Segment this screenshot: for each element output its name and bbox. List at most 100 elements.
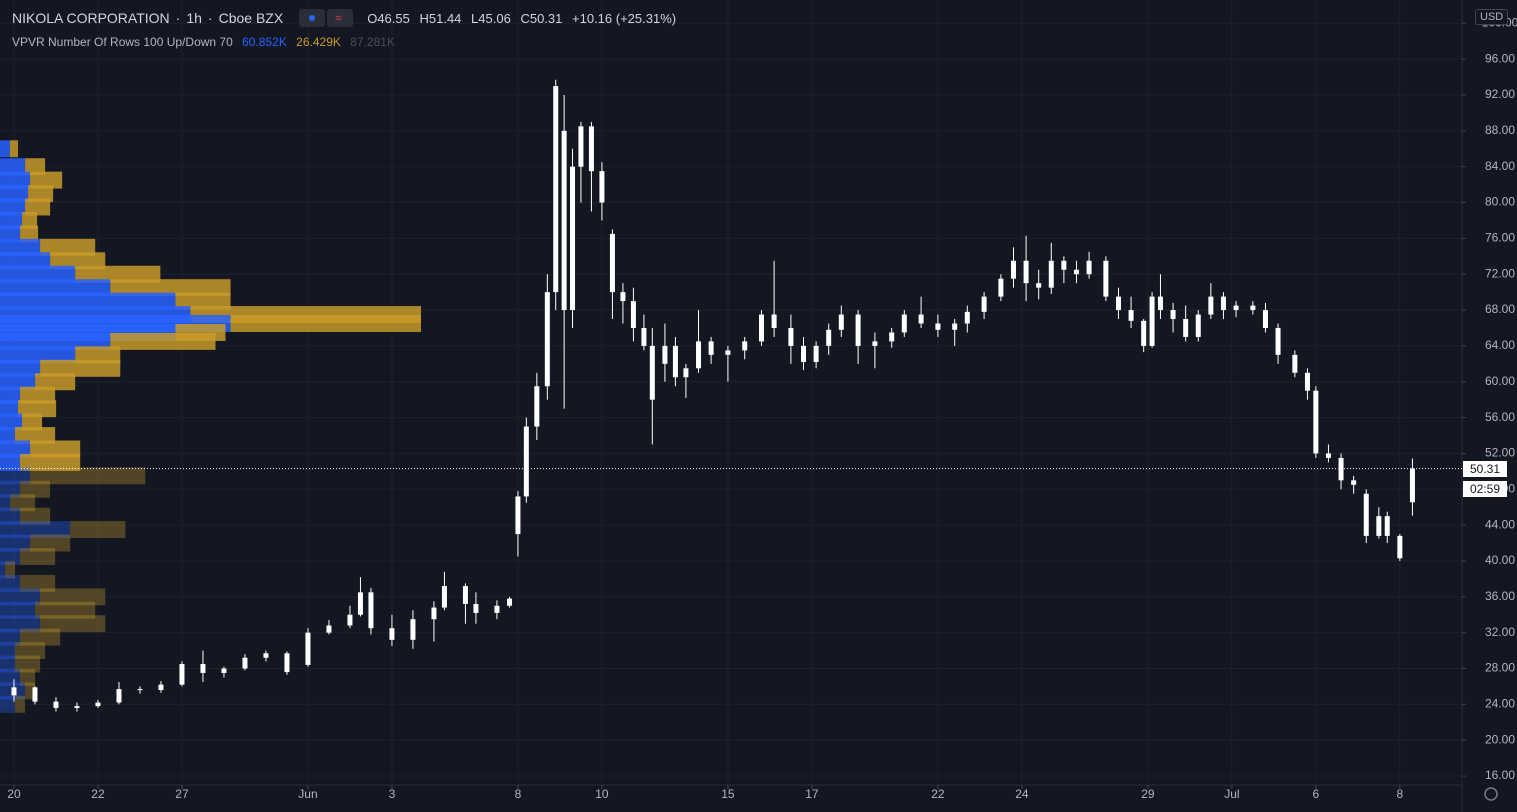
candle-body xyxy=(284,653,290,673)
vp-up-bar xyxy=(0,440,31,458)
candle-body xyxy=(1397,535,1403,559)
vp-down-bar xyxy=(22,413,43,431)
candle-body xyxy=(1141,320,1147,346)
candle-body xyxy=(1363,493,1369,536)
vp-up-bar xyxy=(0,669,21,686)
vp-up-bar xyxy=(0,413,23,431)
candle-body xyxy=(1338,457,1344,481)
candle-body xyxy=(553,86,559,293)
candle-body xyxy=(1149,296,1155,346)
last-price-label: 50.31 xyxy=(1463,461,1507,477)
vp-up-bar xyxy=(0,292,176,310)
vp-down-bar xyxy=(25,198,51,216)
vp-up-bar xyxy=(0,140,11,158)
header: NIKOLA CORPORATION · 1h · Cboe BZX ≈ O46… xyxy=(12,9,682,27)
vp-down-bar xyxy=(25,682,36,700)
x-tick-label: 22 xyxy=(91,787,105,801)
candle-body xyxy=(305,632,311,665)
data-status: ≈ xyxy=(327,9,354,27)
vp-down-bar xyxy=(30,171,63,189)
vp-down-bar xyxy=(30,440,81,458)
vp-down-bar xyxy=(175,292,231,310)
y-tick-label: 72.00 xyxy=(1485,266,1515,280)
vp-up-bar xyxy=(0,507,21,525)
vp-down-bar xyxy=(75,346,121,364)
countdown: 02:59 xyxy=(1463,481,1507,497)
y-tick-label: 64.00 xyxy=(1485,338,1515,352)
ohlc-legend: O46.55 H51.44 L45.06 C50.31 +10.16 (+25.… xyxy=(367,11,682,26)
vp-up-bar xyxy=(0,198,26,216)
vp-down-bar xyxy=(20,386,56,404)
vp-up-bar xyxy=(0,601,36,619)
vp-down-bar xyxy=(20,548,56,565)
candle-body xyxy=(1384,516,1390,536)
vp-down-bar xyxy=(15,655,41,673)
candle-body xyxy=(570,166,576,311)
y-tick-label: 28.00 xyxy=(1485,661,1515,675)
vp-up-bar xyxy=(0,400,19,418)
candle-body xyxy=(1073,269,1079,275)
candle-body xyxy=(725,350,731,355)
candle-body xyxy=(1036,283,1042,288)
candle-body xyxy=(1325,453,1331,458)
candle-body xyxy=(742,341,748,351)
vp-down-bar xyxy=(110,332,216,350)
y-tick-label: 92.00 xyxy=(1485,87,1515,101)
interval[interactable]: 1h xyxy=(186,10,202,26)
x-tick-label: 15 xyxy=(721,787,735,801)
separator: · xyxy=(207,10,213,26)
candle-body xyxy=(998,278,1004,297)
y-tick-label: 52.00 xyxy=(1485,446,1515,460)
vp-down-bar xyxy=(40,615,106,633)
candle-body xyxy=(609,233,615,293)
open-value: 46.55 xyxy=(377,10,410,26)
currency-button[interactable]: USD xyxy=(1475,9,1509,25)
y-tick-label: 20.00 xyxy=(1485,732,1515,746)
x-tick-label: 29 xyxy=(1141,787,1155,801)
candle-body xyxy=(889,332,895,342)
x-tick-label: 20 xyxy=(7,787,21,801)
vp-down-bar xyxy=(5,561,16,579)
close: C50.31 xyxy=(520,11,562,26)
vp-down-bar xyxy=(20,453,81,471)
vp-down-bar xyxy=(25,158,46,176)
high: H51.44 xyxy=(419,11,461,26)
candle-body xyxy=(523,426,529,497)
vp-down-bar xyxy=(15,695,26,713)
candle-body xyxy=(441,586,447,608)
settings-icon[interactable] xyxy=(1484,787,1498,801)
candle-body xyxy=(431,607,437,620)
y-tick-label: 40.00 xyxy=(1485,553,1515,567)
candle-body xyxy=(534,386,540,427)
vp-down-bar xyxy=(20,225,39,243)
candle-body xyxy=(473,603,479,613)
vp-up-bar xyxy=(0,642,16,660)
candle-body xyxy=(1351,480,1357,485)
vp-up-bar xyxy=(0,628,21,646)
candle-body xyxy=(389,628,395,640)
y-tick-label: 76.00 xyxy=(1485,231,1515,245)
x-tick-label: 3 xyxy=(389,787,396,801)
candle-body xyxy=(1115,296,1121,311)
close-label: C xyxy=(520,10,530,26)
vp-up-bar xyxy=(0,574,21,592)
candle-body xyxy=(641,327,647,346)
candle-body xyxy=(1157,296,1163,311)
y-tick-label: 24.00 xyxy=(1485,697,1515,711)
candle-body xyxy=(935,323,941,330)
indicator-name[interactable]: VPVR Number Of Rows 100 Up/Down 70 xyxy=(12,35,233,49)
candle-body xyxy=(759,314,765,342)
candle-body xyxy=(561,130,567,311)
symbol[interactable]: NIKOLA CORPORATION xyxy=(12,10,170,26)
vp-up-bar xyxy=(0,332,111,350)
candle-body xyxy=(200,664,206,673)
y-tick-label: 36.00 xyxy=(1485,589,1515,603)
x-tick-label: Jul xyxy=(1224,787,1239,801)
candle-body xyxy=(137,689,143,691)
candle-body xyxy=(1010,260,1016,279)
vp-up-bar xyxy=(0,359,41,377)
candle-body xyxy=(95,702,101,707)
candle-body xyxy=(813,345,819,363)
